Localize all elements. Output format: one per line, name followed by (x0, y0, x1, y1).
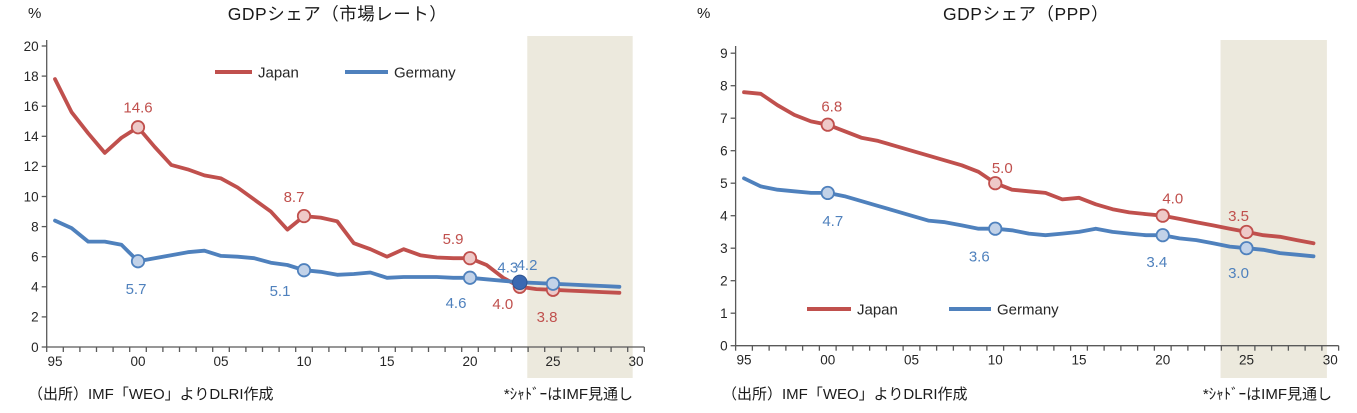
x-tick-label: 15 (1071, 353, 1086, 368)
y-tick-label: 5 (720, 176, 728, 191)
x-tick-label: 20 (462, 354, 477, 369)
germany-data-label: 4.7 (822, 213, 843, 230)
japan-data-label: 4.0 (492, 296, 513, 313)
y-tick-label: 0 (720, 339, 728, 354)
y-tick-label: 16 (24, 99, 39, 114)
y-tick-label: 20 (24, 39, 39, 54)
y-tick-label: 14 (24, 129, 40, 144)
x-tick-label: 30 (1323, 353, 1338, 368)
forecast-shade-note: *ｼｬﾄﾞｰはIMF見通し (503, 386, 633, 403)
forecast-shade-region (1220, 40, 1327, 378)
x-tick-label: 10 (296, 354, 311, 369)
legend-label-germany: Germany (997, 302, 1059, 319)
x-tick-label: 95 (47, 354, 62, 369)
japan-marker (988, 176, 1003, 191)
y-tick-label: 9 (720, 46, 728, 61)
x-tick-label: 30 (628, 354, 643, 369)
germany-line (742, 176, 1316, 259)
forecast-shade-region (527, 36, 633, 378)
japan-data-label: 3.8 (537, 309, 558, 326)
germany-marker (820, 185, 835, 201)
germany-marker (462, 270, 478, 285)
x-tick-label: 25 (1239, 353, 1254, 368)
axes (730, 46, 1340, 351)
germany-marker (988, 221, 1003, 236)
germany-marker (1155, 228, 1170, 243)
y-tick-label: 3 (720, 241, 728, 256)
germany-marker (296, 263, 312, 278)
chart-gdp-share-ppp: % GDPシェア（PPP） 0 1 2 3 4 5 6 7 8 9 95 00 05 10 15 20 25 30… (685, 0, 1357, 413)
market-rate-plot-area: 0 2 4 6 8 10 12 14 16 18 20 95 00 05 10 15 20 25 30 14.6 8.7… (24, 36, 645, 378)
germany-marker (130, 254, 146, 269)
germany-data-label: 4.2 (517, 257, 538, 274)
japan-data-label: 4.0 (1162, 191, 1183, 208)
x-tick-label: 00 (820, 353, 835, 368)
germany-data-label: 3.6 (969, 249, 990, 266)
y-tick-label: 4 (31, 280, 39, 295)
y-tick-label: 18 (24, 69, 39, 84)
legend: Japan Germany (807, 302, 1059, 319)
y-tick-label: 7 (720, 111, 728, 126)
japan-data-label: 5.9 (443, 231, 464, 248)
y-tick-label: 2 (31, 310, 39, 325)
x-tick-label: 05 (904, 353, 919, 368)
x-tick-label: 10 (988, 353, 1003, 368)
y-tick-label: 1 (720, 306, 728, 321)
japan-data-label: 3.5 (1228, 208, 1249, 225)
y-tick-label: 10 (24, 189, 39, 204)
germany-data-label: 5.7 (126, 281, 147, 298)
germany-data-label: 3.0 (1228, 265, 1249, 282)
japan-marker (462, 251, 478, 266)
japan-marker (130, 120, 146, 135)
x-tick-label: 95 (736, 353, 751, 368)
y-tick-label: 8 (31, 219, 39, 234)
x-tick-label: 05 (213, 354, 228, 369)
legend: Japan Germany (215, 65, 456, 82)
legend-label-japan: Japan (857, 302, 898, 319)
japan-marker (820, 117, 835, 132)
japan-marker (1239, 224, 1254, 240)
germany-data-label: 4.3 (497, 259, 518, 276)
germany-data-label: 3.4 (1146, 254, 1167, 271)
axes (41, 40, 645, 352)
x-tick-label: 00 (130, 354, 145, 369)
germany-data-label: 4.6 (446, 295, 467, 312)
ppp-plot-area: 0 1 2 3 4 5 6 7 8 9 95 00 05 10 15 20 25 30 6.8 5.0 4.0 3.5 4.… (720, 40, 1340, 378)
x-tick-label: 15 (379, 354, 394, 369)
japan-data-label: 14.6 (123, 99, 152, 116)
y-tick-label: 0 (31, 340, 39, 355)
japan-marker (1155, 208, 1170, 223)
y-tick-label: 4 (720, 209, 728, 224)
germany-marker (1239, 241, 1254, 256)
y-tick-label: 6 (31, 250, 39, 265)
x-tick-label: 25 (545, 354, 560, 369)
germany-data-label: 5.1 (270, 283, 291, 300)
germany-marker-solid (512, 274, 528, 290)
forecast-shade-note: *ｼｬﾄﾞｰはIMF見通し (1202, 386, 1332, 403)
germany-marker (545, 276, 561, 291)
chart-title: GDPシェア（PPP） (943, 4, 1109, 24)
source-note: （出所）IMF「WEO」よりDLRI作成 (722, 386, 968, 403)
x-tick-label: 20 (1155, 353, 1170, 368)
y-axis-unit-label: % (28, 5, 42, 22)
japan-data-label: 5.0 (992, 160, 1013, 177)
y-axis-unit-label: % (697, 5, 711, 22)
japan-data-label: 6.8 (821, 99, 842, 116)
legend-label-japan: Japan (258, 65, 299, 82)
source-note: （出所）IMF「WEO」よりDLRI作成 (28, 386, 274, 403)
chart-gdp-share-market-rate: % GDPシェア（市場レート） 0 2 4 6 8 10 12 14 16 18 20 95 00 05 1… (0, 0, 665, 413)
y-tick-label: 8 (720, 79, 728, 94)
y-tick-label: 6 (720, 144, 728, 159)
japan-marker (296, 208, 312, 224)
japan-data-label: 8.7 (284, 189, 305, 206)
japan-line (742, 90, 1316, 246)
y-tick-label: 2 (720, 274, 728, 289)
y-tick-label: 12 (24, 159, 39, 174)
legend-label-germany: Germany (394, 65, 456, 82)
chart-title: GDPシェア（市場レート） (227, 4, 448, 24)
